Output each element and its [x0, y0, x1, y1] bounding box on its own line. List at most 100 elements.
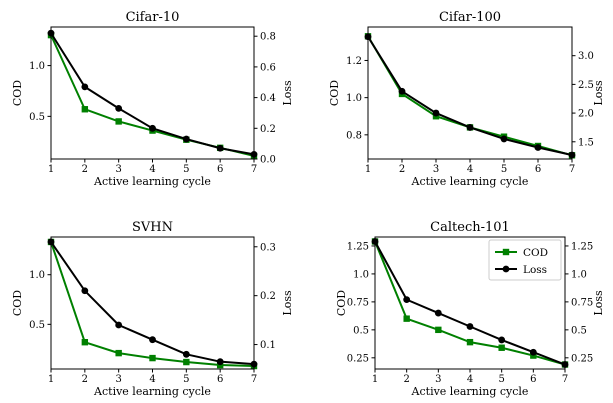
y-right-tick-label: 0.8 [260, 32, 276, 43]
y-right-tick-label: 0.5 [571, 325, 587, 336]
y-tick-label: 0.8 [346, 130, 362, 141]
data-point-loss [81, 83, 89, 91]
x-tick-label: 3 [115, 374, 121, 385]
x-tick-label: 3 [433, 164, 439, 175]
data-point-cod [115, 118, 122, 125]
legend-label: Loss [523, 264, 547, 276]
x-tick-label: 4 [149, 164, 155, 175]
x-tick-label: 6 [530, 374, 536, 385]
data-point-loss [432, 109, 440, 117]
x-tick-label: 7 [569, 164, 575, 175]
y-right-tick-label: 1.0 [571, 269, 587, 280]
data-point-cod [149, 354, 156, 362]
y-right-axis-label: Loss [281, 80, 294, 106]
x-axis-label: Active learning cycle [411, 175, 529, 188]
y-tick-label: 1.0 [29, 61, 45, 72]
x-tick-label: 5 [501, 164, 507, 175]
chart-panel-1: Cifar-10 1 2 3 4 5 6 7 0.5 1.0 0.0 0.2 0.4 0.6 0.8 Acti… [11, 10, 294, 188]
data-point-cod [403, 315, 410, 322]
data-point-loss [466, 323, 474, 330]
x-axis-label: Active learning cycle [411, 385, 529, 398]
plot-frame [50, 26, 255, 160]
y-right-tick-label: 0.4 [260, 93, 276, 104]
x-tick-label: 1 [48, 374, 54, 385]
data-point-loss [115, 104, 123, 112]
y-right-tick-label: 0.3 [260, 242, 276, 253]
x-tick-label: 3 [115, 164, 121, 175]
data-point-cod [435, 326, 442, 334]
data-point-loss [466, 124, 474, 131]
chart-panel-2: Cifar-100 1 2 3 4 5 6 7 0.8 1.0 1.2 1.5 2.0 2.5 3.0 Act… [328, 10, 605, 188]
y-right-tick-label: 0.2 [260, 124, 276, 135]
y-tick-label: 1.0 [29, 270, 45, 281]
series-line-loss [367, 36, 573, 156]
x-tick-label: 4 [467, 164, 473, 175]
y-right-tick-label: 0.6 [260, 62, 276, 73]
data-point-cod [466, 338, 474, 346]
data-point-loss [403, 296, 411, 304]
data-point-loss [434, 309, 442, 317]
y-tick-label: 0.25 [347, 353, 369, 364]
data-point-loss [534, 144, 542, 151]
data-point-cod [81, 339, 89, 346]
x-tick-label: 5 [183, 164, 189, 175]
y-right-tick-label: 0.25 [571, 353, 593, 364]
chart-title: Cifar-100 [439, 10, 501, 25]
data-point-loss [498, 336, 506, 344]
data-point-loss [182, 135, 190, 143]
legend: COD Loss [488, 239, 562, 281]
y-tick-label: 0.5 [29, 112, 45, 123]
plot-frame [50, 236, 255, 370]
x-axis-label: Active learning cycle [93, 385, 211, 398]
y-right-axis-label: Loss [592, 290, 605, 316]
series-line-loss [50, 32, 255, 156]
x-tick-label: 6 [535, 164, 541, 175]
x-tick-label: 2 [403, 374, 409, 385]
y-axis-label: COD [328, 80, 341, 106]
x-tick-label: 1 [372, 374, 378, 385]
y-right-tick-label: 1.25 [571, 241, 593, 252]
data-point-cod [498, 344, 505, 351]
plot-frame [367, 26, 573, 160]
data-point-loss [216, 358, 224, 366]
y-axis-label: COD [11, 290, 24, 316]
y-right-axis-label: Loss [592, 80, 605, 106]
y-right-tick-label: 1.5 [578, 137, 594, 148]
x-tick-label: 7 [251, 374, 257, 385]
data-point-cod [183, 358, 190, 366]
data-point-loss [398, 87, 406, 95]
x-tick-label: 6 [217, 374, 223, 385]
chart-panel-3: SVHN 1 2 3 4 5 6 7 0.5 1.0 0.1 0.2 0.3 Active learnin… [11, 220, 294, 398]
x-tick-label: 3 [435, 374, 441, 385]
x-tick-label: 7 [251, 164, 257, 175]
y-right-tick-label: 0.0 [260, 155, 276, 166]
data-point-loss [529, 348, 537, 356]
x-tick-label: 1 [365, 164, 371, 175]
data-point-loss [182, 350, 190, 358]
y-right-tick-label: 2.0 [578, 109, 594, 120]
x-tick-label: 5 [183, 374, 189, 385]
y-tick-label: 1.0 [353, 269, 369, 280]
series-line-cod [50, 241, 255, 368]
y-axis-label: COD [335, 290, 348, 316]
chart-title: Cifar-10 [126, 10, 180, 25]
x-tick-label: 2 [82, 164, 88, 175]
x-axis-label: Active learning cycle [93, 175, 211, 188]
x-tick-label: 4 [149, 374, 155, 385]
y-right-tick-label: 0.1 [260, 340, 276, 351]
chart-title: SVHN [132, 220, 173, 235]
y-right-tick-label: 0.2 [260, 291, 276, 302]
x-tick-label: 5 [498, 374, 504, 385]
chart-title: Caltech-101 [430, 220, 510, 235]
y-tick-label: 0.75 [347, 297, 369, 308]
y-right-tick-label: 3.0 [578, 51, 594, 62]
y-tick-label: 1.2 [346, 56, 362, 67]
x-tick-label: 6 [217, 164, 223, 175]
legend-label: COD [523, 247, 548, 259]
x-tick-label: 2 [82, 374, 88, 385]
y-axis-label: COD [11, 80, 24, 106]
series-line-loss [50, 241, 255, 366]
data-point-loss [81, 287, 89, 295]
series-line-cod [50, 34, 255, 157]
